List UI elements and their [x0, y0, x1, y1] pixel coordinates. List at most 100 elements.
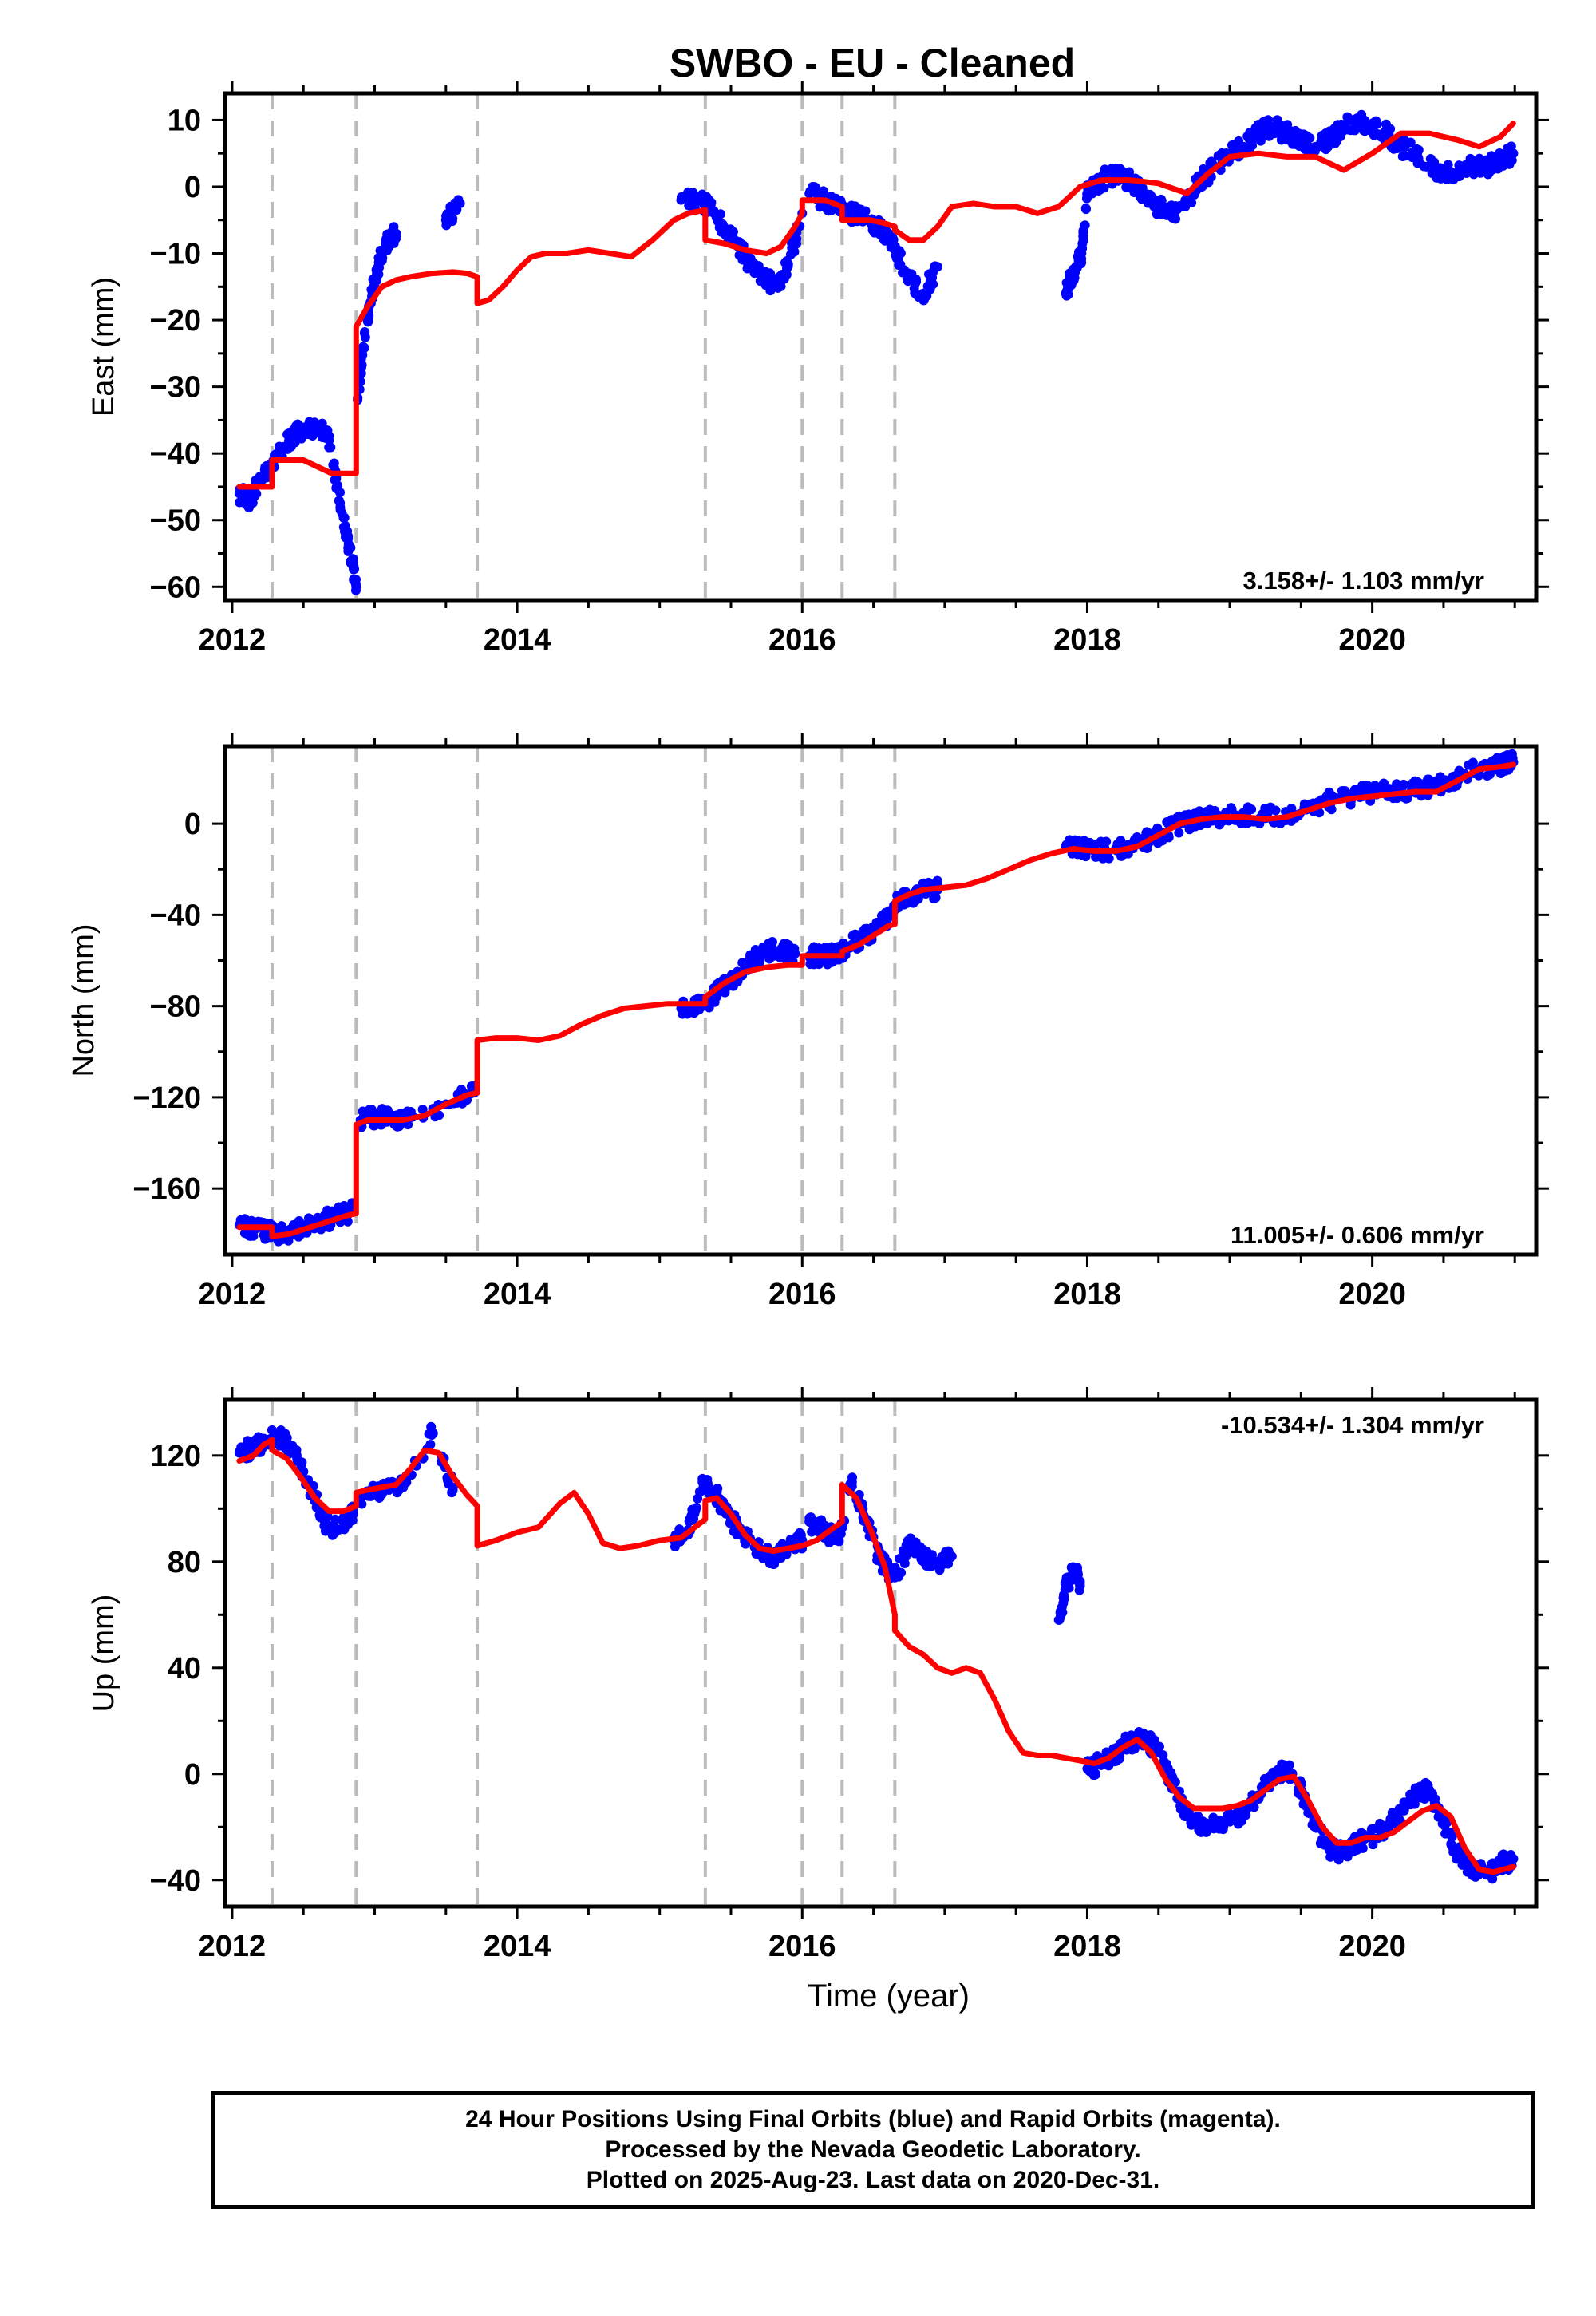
data-points-segment [234, 1425, 358, 1540]
plot-frame [223, 1397, 1539, 1909]
data-point-scatter [344, 539, 354, 550]
data-point [1508, 148, 1519, 159]
data-point-scatter [1464, 760, 1474, 770]
data-point-scatter [1068, 1563, 1078, 1573]
data-point-scatter [385, 239, 396, 249]
data-point-scatter [371, 264, 381, 275]
data-point-scatter [1196, 1819, 1207, 1829]
footer-line-2: Processed by the Nevada Geodetic Laborat… [605, 2136, 1141, 2163]
data-point [448, 1482, 458, 1492]
data-point-scatter [1082, 839, 1092, 849]
data-point-scatter [1155, 207, 1165, 218]
data-point-scatter [820, 943, 831, 953]
data-point [348, 1508, 358, 1519]
data-point-scatter [443, 1476, 453, 1486]
data-point [324, 435, 334, 445]
data-point-scatter [882, 907, 892, 918]
data-point-scatter [1090, 1769, 1100, 1780]
y-tick-label: −20 [150, 304, 201, 338]
y-axis: 120 80 40 0 −40 [150, 1440, 1549, 1898]
data-point-scatter [1286, 804, 1297, 814]
data-point-scatter [1074, 1585, 1084, 1595]
data-point-scatter [681, 192, 692, 202]
data-point-scatter [789, 234, 800, 244]
data-point-scatter [1482, 770, 1492, 781]
data-point-scatter [1129, 188, 1140, 198]
data-point-scatter [787, 243, 797, 253]
data-point-scatter [1174, 828, 1184, 838]
data-point-scatter [1228, 1812, 1238, 1823]
y-axis: 10 0 −10 −20 −30 −40 −50 −60 [150, 104, 1549, 604]
data-point-scatter [1456, 1851, 1466, 1861]
data-point-scatter [711, 212, 721, 223]
data-point-scatter [1499, 751, 1509, 761]
data-point-scatter [1329, 1845, 1339, 1856]
data-point-scatter [1326, 790, 1337, 800]
data-point-scatter [294, 1215, 304, 1226]
data-point-scatter [804, 1513, 815, 1524]
y-tick-label: −40 [150, 899, 201, 932]
data-point-scatter [1266, 804, 1276, 815]
data-point-scatter [338, 1205, 349, 1215]
data-point-scatter [1331, 136, 1341, 147]
data-point-scatter [1431, 172, 1441, 182]
data-point-scatter [712, 1487, 722, 1497]
data-point-scatter [284, 436, 294, 446]
data-points-segment [234, 417, 361, 595]
x-tick-label: 2020 [1338, 1930, 1406, 1963]
data-point-scatter [329, 463, 339, 473]
data-point-scatter [776, 281, 786, 291]
data-point-scatter [1077, 239, 1088, 249]
data-point-scatter [1242, 802, 1253, 812]
data-point-scatter [1205, 804, 1215, 815]
data-point-scatter [1440, 775, 1451, 785]
panel-2: 2012 2014 2016 2018 2020 0 −40 −80 −120 −160 North… [67, 733, 1549, 1311]
plot-frame [223, 91, 1539, 603]
data-point-scatter [702, 1478, 713, 1488]
data-point-scatter [809, 1525, 820, 1535]
data-point-scatter [339, 512, 350, 523]
data-point-scatter [1427, 1788, 1437, 1799]
data-points-segment [804, 1472, 957, 1585]
data-point-scatter [377, 252, 388, 263]
data-point-scatter [887, 232, 898, 243]
data-point [1508, 1854, 1519, 1864]
data-point-scatter [847, 931, 858, 941]
y-tick-label: 40 [168, 1652, 201, 1686]
data-point-scatter [291, 1445, 302, 1456]
data-point-scatter [1061, 1573, 1072, 1583]
y-tick-label: 0 [184, 1758, 201, 1792]
rate-label: 11.005+/- 0.606 mm/yr [1231, 1221, 1484, 1249]
x-tick-label: 2014 [484, 1278, 551, 1311]
data-point-scatter [704, 1488, 714, 1499]
data-point-scatter [1242, 131, 1253, 141]
data-point-scatter [878, 224, 888, 235]
data-point-scatter [907, 1540, 918, 1551]
data-point-scatter [1372, 119, 1382, 129]
data-point-scatter [363, 314, 373, 325]
data-point-scatter [847, 1472, 858, 1483]
data-point-scatter [279, 1434, 290, 1445]
data-point-scatter [824, 206, 834, 216]
x-tick-label: 2020 [1338, 623, 1406, 657]
data-point-scatter [293, 419, 303, 429]
data-point-scatter [905, 1533, 915, 1543]
data-point-scatter [1415, 1781, 1425, 1792]
data-point-scatter [1357, 1843, 1368, 1853]
data-point-scatter [910, 1548, 920, 1559]
data-point-scatter [1487, 151, 1497, 161]
data-point-scatter [360, 326, 370, 337]
data-point [455, 198, 465, 208]
data-point-scatter [690, 1505, 701, 1516]
data-point-scatter [1316, 1838, 1326, 1848]
data-point-scatter [1397, 781, 1408, 792]
data-point-scatter [357, 1499, 367, 1509]
data-point-scatter [1160, 1759, 1171, 1769]
x-tick-label: 2012 [199, 1278, 267, 1311]
x-tick-label: 2014 [484, 1930, 551, 1963]
data-point-scatter [1080, 220, 1090, 231]
data-point-scatter [1154, 1741, 1164, 1752]
data-point-scatter [334, 496, 344, 506]
data-point-scatter [749, 261, 760, 271]
